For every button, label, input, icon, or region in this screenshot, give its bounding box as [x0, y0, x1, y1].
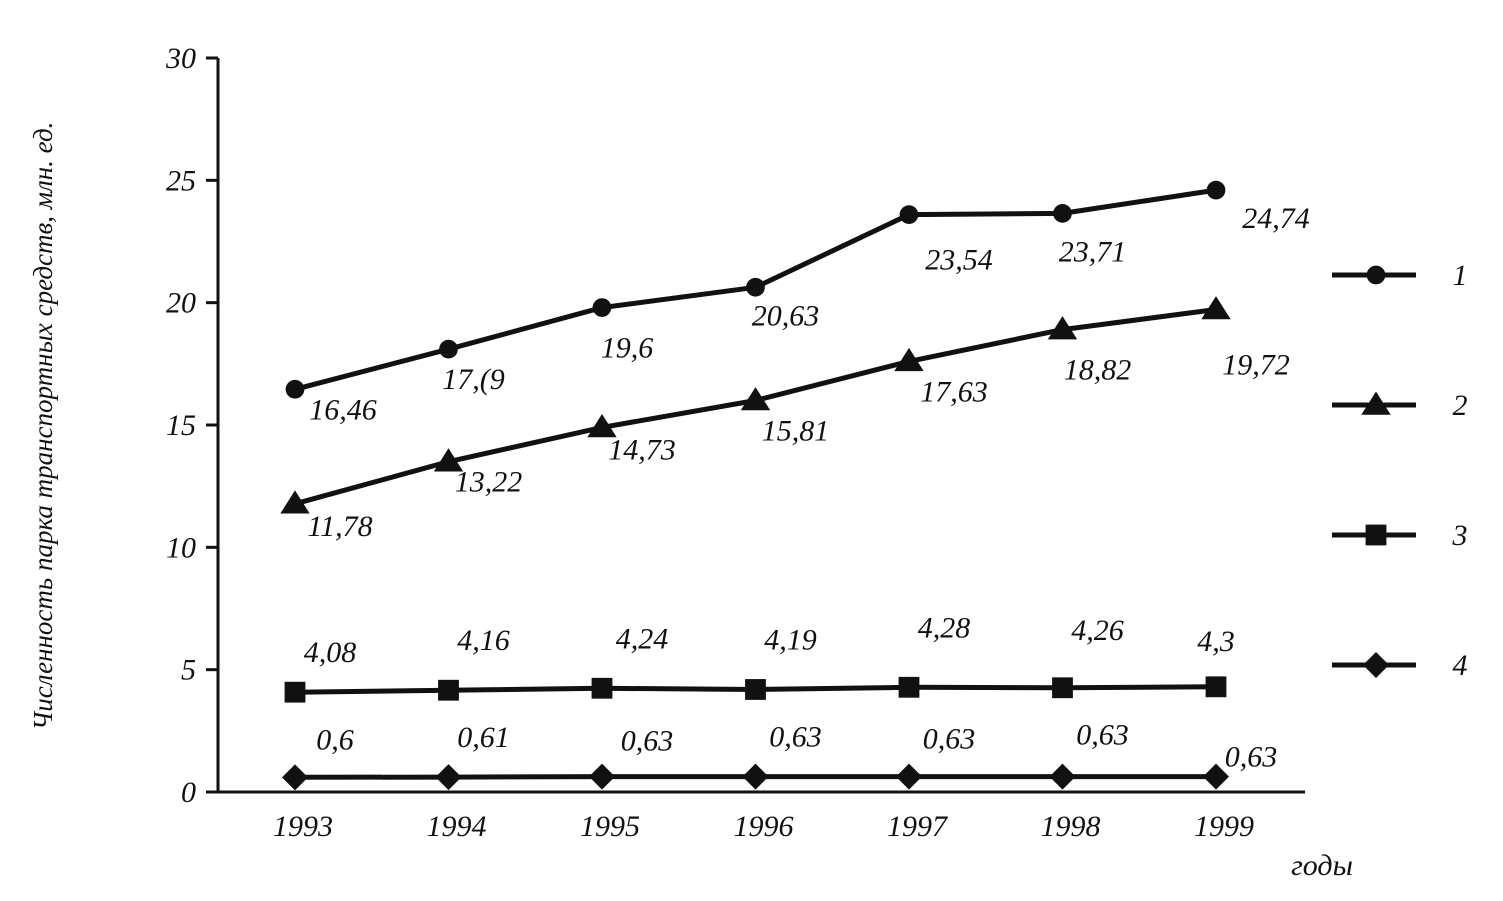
- data-point-3: [1205, 676, 1227, 698]
- data-point-4: [896, 763, 922, 790]
- y-tick-label: 0: [181, 776, 196, 809]
- y-tick-label: 25: [166, 164, 196, 197]
- data-label-4: 0,63: [621, 725, 674, 758]
- y-axis-title: Численность парка транспортных средств, …: [28, 122, 58, 731]
- legend-item-4: 4: [1332, 649, 1468, 682]
- data-point-2: [280, 490, 310, 514]
- x-tick-label: 1994: [427, 810, 487, 843]
- legend-label: 2: [1453, 389, 1468, 422]
- data-point-1: [746, 277, 765, 297]
- data-label-4: 0,63: [1225, 741, 1278, 774]
- data-label-3: 4,26: [1071, 614, 1124, 647]
- data-point-1: [1206, 180, 1226, 200]
- data-point-2: [433, 448, 464, 472]
- data-label-3: 4,3: [1197, 625, 1235, 658]
- legend-item-3: 3: [1332, 519, 1468, 552]
- legend-label: 4: [1453, 649, 1468, 682]
- y-tick-label: 15: [166, 409, 196, 442]
- y-tick-label: 20: [166, 287, 196, 320]
- data-label-2: 13,22: [455, 466, 523, 499]
- y-tick-label: 5: [181, 654, 196, 687]
- legend: 1 2 3 4: [1332, 259, 1468, 682]
- data-point-2: [1047, 316, 1078, 340]
- data-point-4: [282, 764, 308, 791]
- data-label-1: 23,71: [1059, 235, 1127, 268]
- legend-label: 1: [1453, 259, 1468, 292]
- data-label-3: 4,28: [918, 611, 971, 644]
- axes: 0 5 10 15 20 25 30 1993 1994 1995 1996 1997 1998 1999: [165, 42, 1305, 843]
- data-point-4: [435, 764, 462, 791]
- x-tick-label: 1997: [887, 810, 949, 843]
- legend-marker: [1363, 652, 1389, 678]
- data-point-1: [592, 298, 612, 317]
- data-point-2: [740, 387, 771, 411]
- data-point-3: [438, 679, 459, 701]
- data-label-1: 23,54: [925, 244, 993, 277]
- legend-item-2: 2: [1332, 389, 1468, 422]
- x-tick-label: 1999: [1194, 810, 1254, 843]
- data-label-2: 18,82: [1064, 354, 1132, 387]
- x-axis-title: годы: [1291, 849, 1353, 882]
- data-point-3: [1052, 677, 1073, 699]
- data-point-2: [1201, 296, 1231, 320]
- data-point-4: [1203, 763, 1229, 790]
- data-point-1: [285, 379, 305, 399]
- data-label-1: 20,63: [752, 299, 820, 332]
- data-point-2: [894, 347, 924, 372]
- data-label-2: 19,72: [1222, 349, 1290, 382]
- data-label-3: 4,16: [457, 624, 510, 657]
- data-point-1: [439, 339, 458, 359]
- data-label-1: 16,46: [309, 393, 377, 426]
- data-point-3: [898, 676, 920, 698]
- legend-marker: [1366, 265, 1386, 285]
- legend-marker: [1361, 391, 1391, 415]
- data-label-4: 0,63: [769, 721, 822, 754]
- x-tick-label: 1998: [1041, 810, 1101, 843]
- data-point-4: [589, 763, 615, 790]
- data-point-3: [745, 679, 766, 700]
- legend-marker: [1365, 524, 1387, 546]
- data-label-4: 0,63: [923, 723, 976, 756]
- legend-label: 3: [1452, 519, 1468, 552]
- data-label-1: 24,74: [1242, 202, 1310, 235]
- data-label-2: 15,81: [762, 415, 830, 448]
- data-label-4: 0,61: [457, 721, 510, 754]
- data-label-4: 0,6: [316, 723, 354, 756]
- data-label-2: 17,63: [920, 375, 988, 408]
- legend-item-1: 1: [1332, 259, 1468, 292]
- data-label-4: 0,63: [1076, 719, 1129, 752]
- data-point-3: [591, 677, 613, 699]
- data-point-1: [899, 205, 919, 224]
- data-point-4: [1049, 763, 1076, 790]
- y-tick-label: 30: [165, 42, 196, 75]
- data-point-3: [284, 681, 306, 703]
- data-point-2: [587, 413, 617, 438]
- y-tick-label: 10: [166, 531, 196, 564]
- x-tick-label: 1996: [734, 810, 794, 843]
- data-label-1: 19,6: [601, 332, 654, 365]
- series-markers: [280, 180, 1231, 791]
- data-label-1: 17,(9: [442, 363, 505, 396]
- data-label-3: 4,08: [304, 636, 357, 669]
- data-label-2: 14,73: [608, 433, 676, 466]
- data-point-4: [742, 763, 769, 790]
- x-tick-label: 1993: [273, 810, 333, 843]
- x-tick-label: 1995: [580, 810, 640, 843]
- data-point-1: [1053, 204, 1072, 223]
- data-labels: 16,46 17,(9 19,6 20,63 23,54 23,71 24,74 11,78 1…: [304, 202, 1310, 773]
- data-label-3: 4,19: [764, 623, 817, 656]
- data-label-3: 4,24: [616, 622, 669, 655]
- data-label-2: 11,78: [307, 510, 372, 543]
